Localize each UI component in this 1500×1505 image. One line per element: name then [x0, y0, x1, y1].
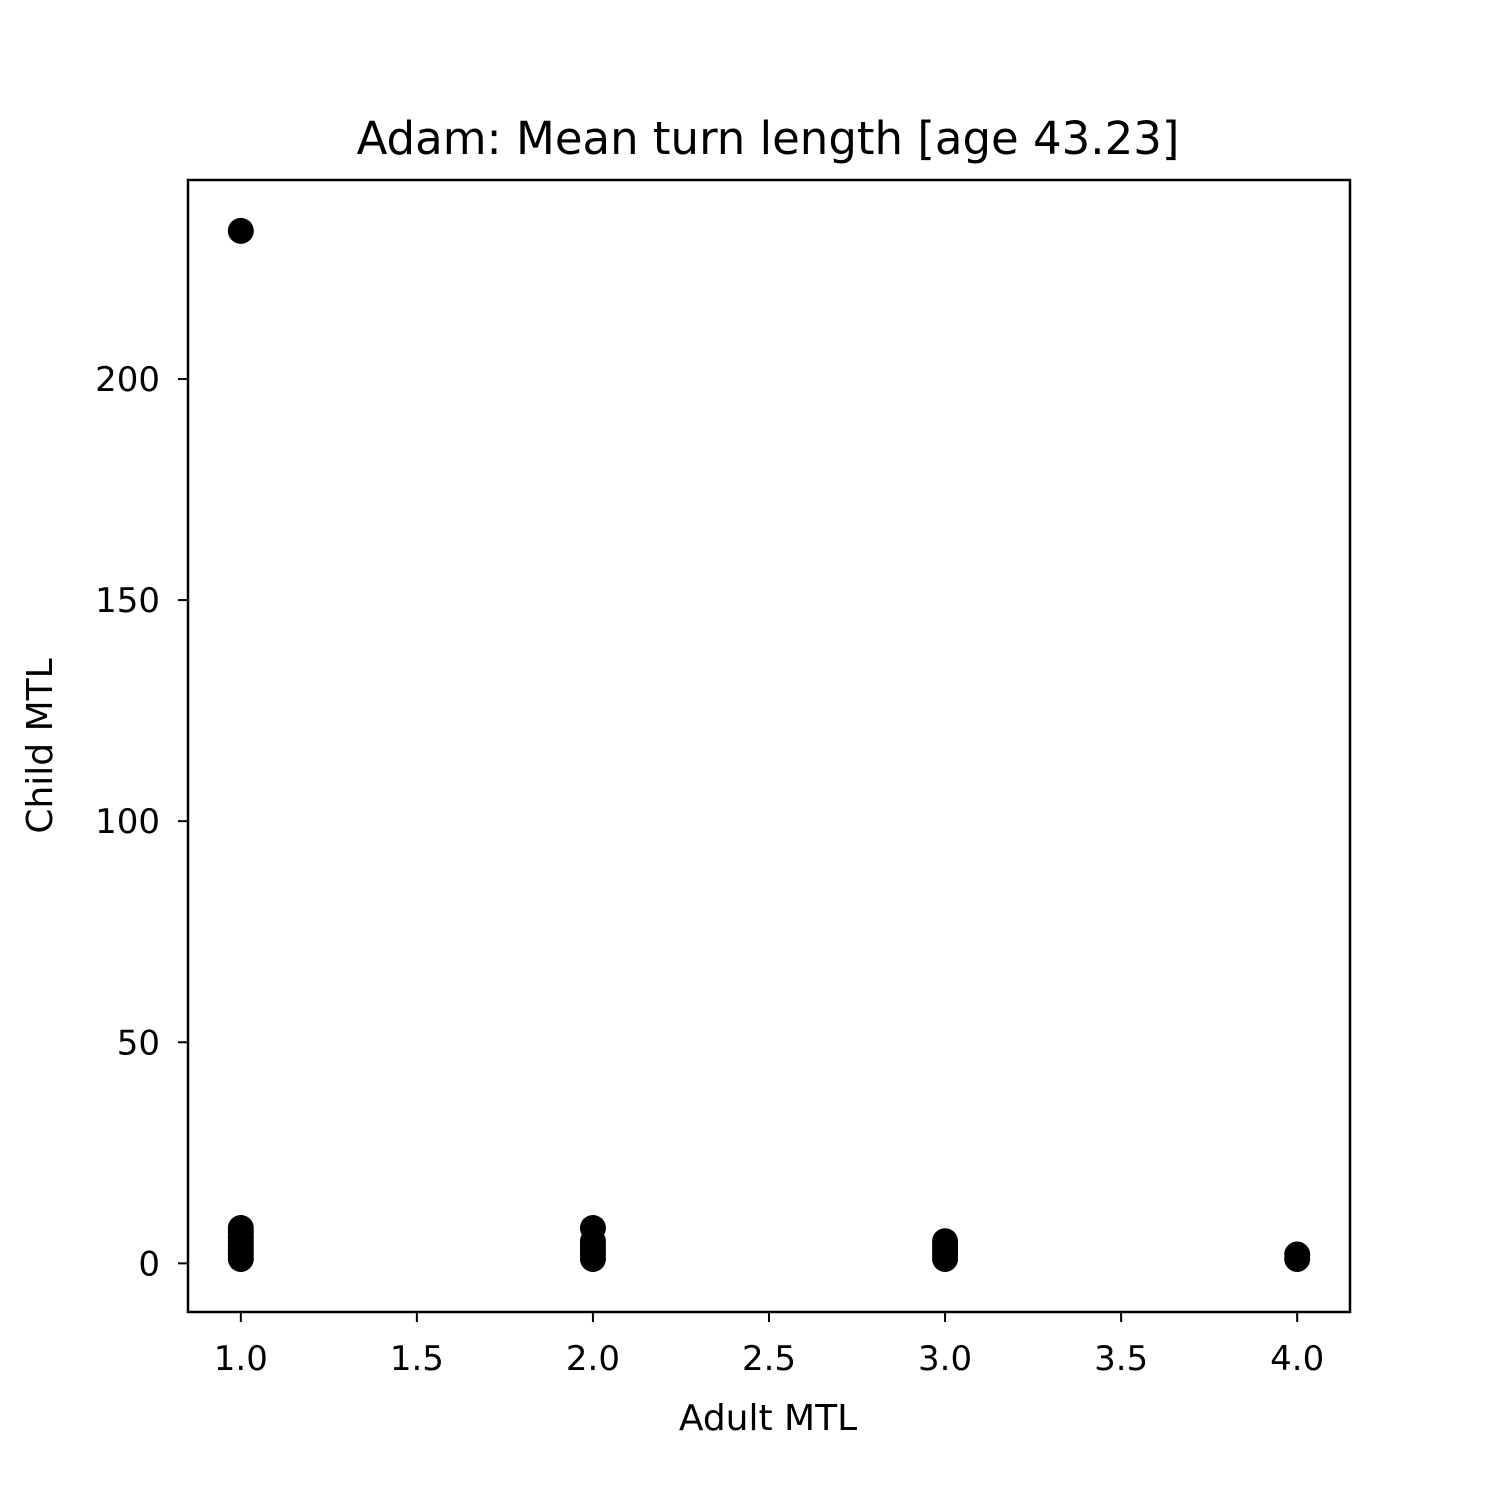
y-tick-label: 100: [95, 802, 160, 842]
y-tick-label: 0: [138, 1244, 160, 1284]
x-axis-ticks: 1.0 1.5 2.0 2.5 3.0 3.5 4.0: [214, 1312, 1324, 1379]
x-tick-label: 1.5: [390, 1339, 444, 1379]
y-tick-label: 200: [95, 360, 160, 400]
data-point: [1284, 1245, 1311, 1272]
data-point: [227, 217, 254, 244]
x-axis-label: Adult MTL: [679, 1398, 857, 1439]
data-points: [227, 217, 1311, 1272]
y-axis-ticks: 0 50 100 150 200: [95, 360, 188, 1284]
x-tick-label: 4.0: [1270, 1339, 1324, 1379]
data-point: [932, 1245, 959, 1272]
y-tick-label: 150: [95, 581, 160, 621]
y-axis-label: Child MTL: [20, 658, 61, 833]
y-tick-label: 50: [117, 1023, 160, 1063]
x-tick-label: 3.0: [918, 1339, 972, 1379]
x-tick-label: 3.5: [1094, 1339, 1148, 1379]
data-point: [227, 1245, 254, 1272]
x-tick-label: 1.0: [214, 1339, 268, 1379]
chart-title: Adam: Mean turn length [age 43.23]: [357, 112, 1180, 165]
x-tick-label: 2.5: [742, 1339, 796, 1379]
data-point: [579, 1245, 606, 1272]
plot-area-frame: [186, 178, 1352, 1314]
x-tick-label: 2.0: [566, 1339, 620, 1379]
